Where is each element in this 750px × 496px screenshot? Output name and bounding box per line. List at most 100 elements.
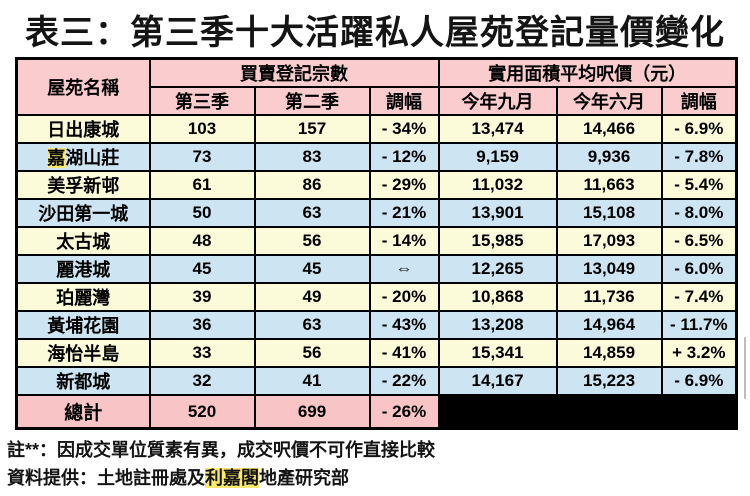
value-cell-5: - 8.0% — [660, 198, 738, 228]
col-subheader-5: 調幅 — [660, 86, 738, 116]
value-cell-0: 32 — [148, 366, 256, 396]
total-row: 總計 520 699- 26% — [15, 394, 738, 430]
table-row: 日出康城 103 157- 34% 13,474 14,466- 6.9% — [15, 114, 738, 144]
value-cell-0: 73 — [148, 142, 256, 172]
value-cell-1: 83 — [253, 142, 371, 172]
col-subheader-4: 今年六月 — [555, 86, 663, 116]
value-cell-1: 56 — [253, 226, 371, 256]
table-body: 日出康城 103 157- 34% 13,474 14,466- 6.9% 嘉湖山莊 73 8… — [15, 114, 738, 430]
value-cell-5: - 6.9% — [660, 114, 738, 144]
value-cell-0: 61 — [148, 170, 256, 200]
value-cell-4: 14,466 — [555, 114, 663, 144]
estate-name-text: 美孚新邨 — [47, 176, 120, 196]
scrollbar-fragment — [744, 337, 746, 399]
value-cell-1: 49 — [253, 282, 371, 312]
value-cell-0: 50 — [148, 198, 256, 228]
value-cell-2: - 29% — [368, 170, 440, 200]
total-value-cell-1: 699 — [253, 394, 371, 430]
estate-name-cell: 黃埔花園 — [15, 310, 151, 340]
value-cell-3: 10,868 — [437, 282, 558, 312]
col-group-registrations: 買賣登記宗數 — [148, 57, 440, 88]
estate-name-text: 麗港城 — [56, 260, 111, 280]
value-cell-1: 41 — [253, 366, 371, 396]
value-cell-1: 63 — [253, 198, 371, 228]
footnote-source-pre: 資料提供：土地註冊處及 — [7, 468, 205, 488]
value-cell-5: - 6.0% — [660, 254, 738, 284]
estate-name-text: 黃埔花園 — [47, 316, 120, 336]
table-row: 新都城 32 41- 22% 14,167 15,223- 6.9% — [15, 366, 738, 396]
estate-name-cell: 日出康城 — [15, 114, 151, 144]
footnotes: 註**：因成交單位質素有異，成交呎價不可作直接比較 資料提供：土地註冊處及利嘉閣… — [7, 436, 747, 492]
table-row: 麗港城 45 45 ⇔ 12,265 13,049- 6.0% — [15, 254, 738, 284]
value-cell-2: - 12% — [368, 142, 440, 172]
value-cell-1: 86 — [253, 170, 371, 200]
table-row: 美孚新邨 61 86- 29% 11,032 11,663- 5.4% — [15, 170, 738, 200]
value-cell-3: 12,265 — [437, 254, 558, 284]
estate-name-cell: 嘉湖山莊 — [15, 142, 151, 172]
value-cell-5: - 6.5% — [660, 226, 738, 256]
estate-name-cell: 美孚新邨 — [15, 170, 151, 200]
estates-table: 屋苑名稱 買賣登記宗數 實用面積平均呎價（元） 第三季 第二季 調幅 今年九月 今年六月… — [15, 57, 739, 430]
value-cell-3: 13,474 — [437, 114, 558, 144]
value-cell-4: 14,859 — [555, 338, 663, 368]
table-row: 海怡半島 33 56- 41% 15,341 14,859 + 3.2% — [15, 338, 738, 368]
value-cell-2: ⇔ — [368, 254, 440, 284]
value-cell-3: 11,032 — [437, 170, 558, 200]
value-cell-1: 63 — [253, 310, 371, 340]
value-cell-3: 15,341 — [437, 338, 558, 368]
estate-name-text: 太古城 — [56, 232, 111, 252]
estate-name-text: 海怡半島 — [47, 344, 120, 364]
estate-name-cell: 太古城 — [15, 226, 151, 256]
value-cell-1: 56 — [253, 338, 371, 368]
estate-name-text: 沙田第一城 — [38, 204, 129, 224]
col-subheader-1: 第二季 — [253, 86, 371, 116]
total-value-cell-2: - 26% — [368, 394, 440, 430]
col-subheader-3: 今年九月 — [437, 86, 558, 116]
value-cell-4: 15,108 — [555, 198, 663, 228]
value-cell-3: 9,159 — [437, 142, 558, 172]
value-cell-3: 15,985 — [437, 226, 558, 256]
table-header: 屋苑名稱 買賣登記宗數 實用面積平均呎價（元） 第三季 第二季 調幅 今年九月 今年六月… — [15, 57, 738, 116]
value-cell-0: 39 — [148, 282, 256, 312]
value-cell-3: 13,901 — [437, 198, 558, 228]
page-title: 表三：第三季十大活躍私人屋苑登記量價變化 — [25, 15, 725, 52]
value-cell-1: 157 — [253, 114, 371, 144]
value-cell-0: 33 — [148, 338, 256, 368]
estate-name-cell: 珀麗灣 — [15, 282, 151, 312]
value-cell-5: - 7.8% — [660, 142, 738, 172]
value-cell-2: - 22% — [368, 366, 440, 396]
value-cell-2: - 14% — [368, 226, 440, 256]
value-cell-5: + 3.2% — [660, 338, 738, 368]
value-cell-2: - 20% — [368, 282, 440, 312]
value-cell-5: - 7.4% — [660, 282, 738, 312]
table-row: 珀麗灣 39 49- 20% 10,868 11,736- 7.4% — [15, 282, 738, 312]
value-cell-5: - 6.9% — [660, 366, 738, 396]
footnote-comparison: 註**：因成交單位質素有異，成交呎價不可作直接比較 — [7, 440, 436, 460]
value-cell-5: - 5.4% — [660, 170, 738, 200]
estate-name-highlight: 嘉 — [47, 148, 66, 168]
estate-name-cell: 新都城 — [15, 366, 151, 396]
value-cell-2: - 43% — [368, 310, 440, 340]
estate-name-text: 湖山莊 — [65, 148, 120, 168]
estate-name-cell: 沙田第一城 — [15, 198, 151, 228]
col-subheader-2: 調幅 — [368, 86, 440, 116]
value-cell-0: 45 — [148, 254, 256, 284]
value-cell-4: 9,936 — [555, 142, 663, 172]
value-cell-0: 103 — [148, 114, 256, 144]
estate-name-cell: 海怡半島 — [15, 338, 151, 368]
col-header-estate-name: 屋苑名稱 — [15, 57, 151, 116]
value-cell-2: - 34% — [368, 114, 440, 144]
estate-name-cell: 麗港城 — [15, 254, 151, 284]
header-row-groups: 屋苑名稱 買賣登記宗數 實用面積平均呎價（元） — [15, 57, 738, 116]
table-row: 太古城 48 56- 14% 15,985 17,093- 6.5% — [15, 226, 738, 256]
value-cell-4: 17,093 — [555, 226, 663, 256]
footnote-source-post: 地產研究部 — [259, 468, 349, 488]
value-cell-4: 15,223 — [555, 366, 663, 396]
total-blank-black-cell — [437, 394, 738, 430]
value-cell-3: 14,167 — [437, 366, 558, 396]
col-group-avg-price: 實用面積平均呎價（元） — [437, 57, 738, 88]
header-row-sub: 第三季 第二季 調幅 今年九月 今年六月 調幅 — [17, 86, 738, 116]
value-cell-0: 48 — [148, 226, 256, 256]
value-cell-1: 45 — [253, 254, 371, 284]
footnote-source-highlight: 利嘉閣 — [205, 468, 259, 488]
